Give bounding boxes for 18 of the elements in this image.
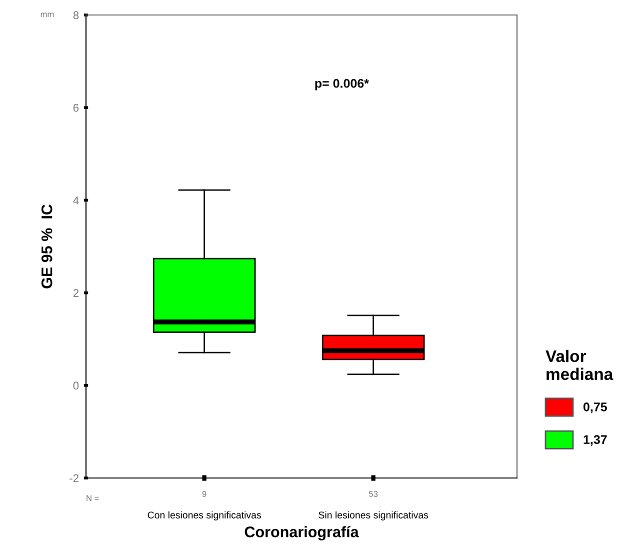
y-tick-label: -2 — [70, 474, 78, 482]
legend-label: 0,75 — [583, 402, 607, 414]
x-axis-title: Coronariografía — [244, 526, 359, 540]
y-tick-label: 8 — [73, 11, 79, 20]
annotation: p= 0.006* — [315, 78, 369, 90]
legend-title: Valor mediana — [546, 350, 614, 380]
text: mm — [40, 12, 54, 18]
x-tick-label: Sin lesiones significativas — [318, 511, 428, 520]
legend-label: 1,37 — [584, 435, 607, 446]
y-tick-label: 2 — [73, 289, 78, 297]
y-tick-label: 0 — [73, 382, 79, 390]
y-axis-title: GE 95 % IC — [41, 204, 52, 288]
text: 53 — [369, 491, 378, 497]
x-tick-label: Con lesiones significativas — [148, 511, 261, 520]
text: N = — [86, 495, 99, 501]
text: 9 — [202, 491, 206, 497]
y-tick-label: 4 — [73, 196, 79, 204]
y-tick-label: 6 — [73, 104, 79, 112]
